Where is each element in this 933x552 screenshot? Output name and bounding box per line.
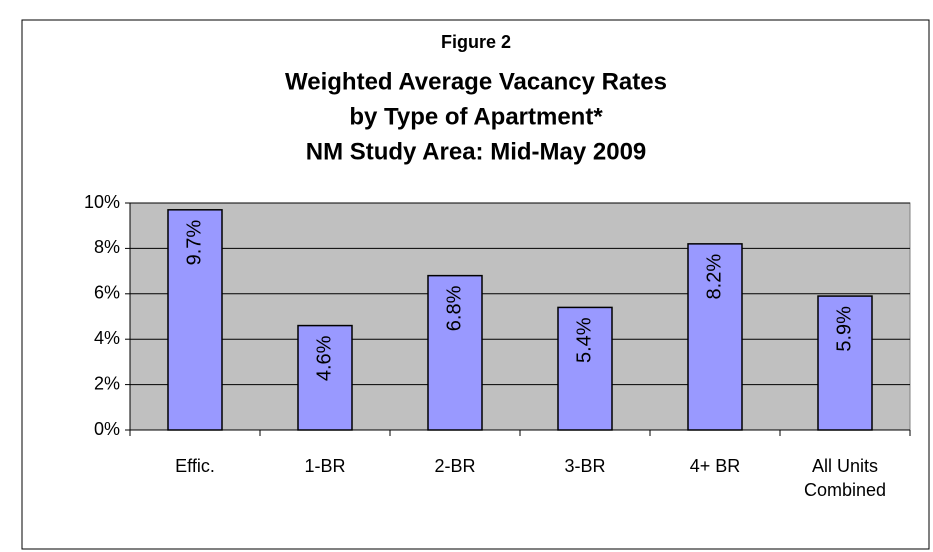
bar: [687, 243, 743, 431]
value-label: 5.9%: [833, 306, 855, 352]
x-tick-label: 1-BR: [304, 456, 346, 476]
plot-area: [129, 202, 911, 431]
value-label: 5.4%: [573, 317, 595, 363]
x-tick-label: All Units Combined: [803, 456, 887, 500]
chart-title: by Type of Apartment*: [349, 103, 603, 130]
chart-title: NM Study Area: Mid-May 2009: [306, 138, 647, 165]
value-label: 6.8%: [443, 285, 465, 331]
bar: [297, 324, 353, 431]
bar: [167, 209, 223, 431]
y-tick-label: 8%: [94, 237, 120, 257]
figure-label: Figure 2: [441, 32, 511, 52]
x-tick-label: Effic.: [175, 456, 215, 476]
y-tick-label: 2%: [94, 373, 120, 393]
x-tick-label: 3-BR: [564, 456, 606, 476]
value-label: 8.2%: [703, 254, 725, 300]
y-tick-label: 10%: [84, 192, 120, 212]
bar: [427, 274, 483, 431]
chart-title: Weighted Average Vacancy Rates: [285, 68, 667, 95]
y-tick-label: 4%: [94, 328, 120, 348]
x-tick-label: 2-BR: [434, 456, 476, 476]
value-label: 4.6%: [313, 335, 335, 381]
x-tick-label: 4+ BR: [689, 456, 741, 476]
y-tick-label: 0%: [94, 419, 120, 439]
bar: [557, 306, 613, 431]
y-tick-label: 6%: [94, 283, 120, 303]
value-label: 9.7%: [183, 220, 205, 266]
